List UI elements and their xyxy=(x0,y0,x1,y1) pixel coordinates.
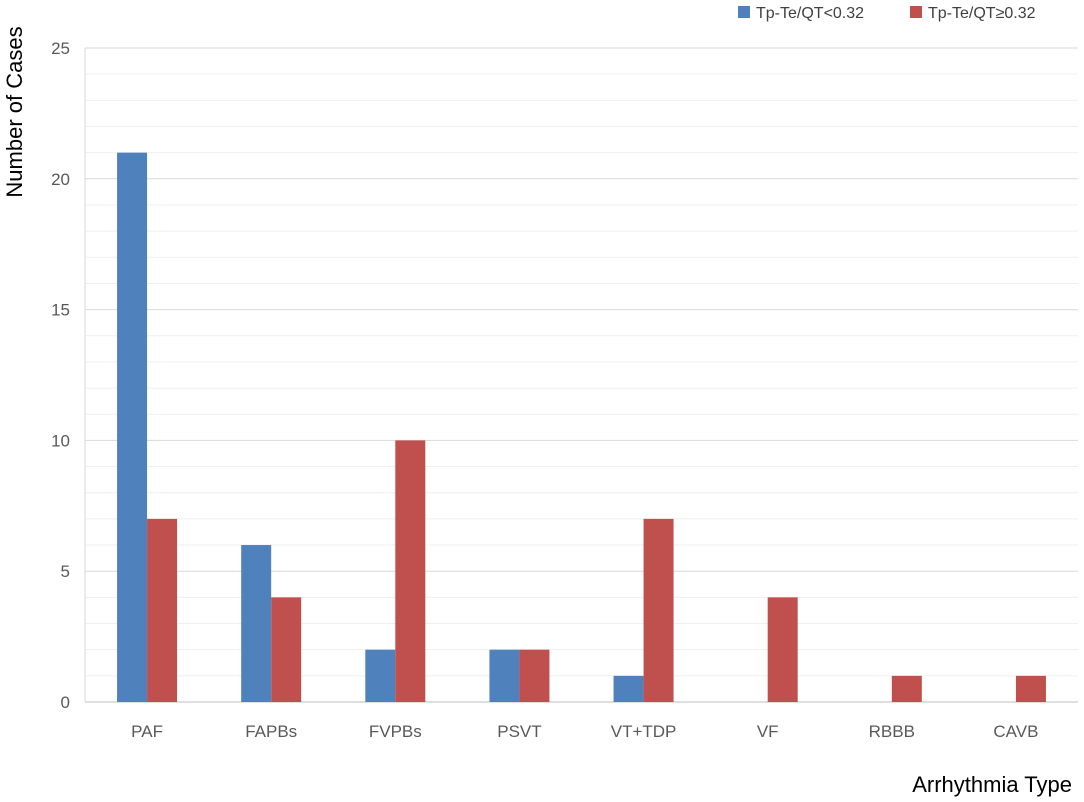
bar-psvt-series-2 xyxy=(519,649,550,702)
y-tick-label: 10 xyxy=(51,431,70,450)
y-tick-label: 20 xyxy=(51,170,70,189)
y-axis-title: Number of Cases xyxy=(2,26,27,197)
y-tick-label: 25 xyxy=(51,39,70,58)
y-tick-label: 5 xyxy=(61,562,70,581)
x-tick-labels: PAF FAPBs FVPBs PSVT VT+TDP VF RBBB CAVB xyxy=(131,722,1038,741)
bar-cavb-series-2 xyxy=(1015,675,1046,702)
y-tick-label: 0 xyxy=(61,693,70,712)
x-axis-title: Arrhythmia Type xyxy=(912,772,1072,797)
x-tick-label: PAF xyxy=(131,722,163,741)
x-tick-label: FVPBs xyxy=(369,722,422,741)
x-tick-label: RBBB xyxy=(869,722,915,741)
bar-psvt-series-1 xyxy=(489,649,520,702)
bar-paf-series-2 xyxy=(147,518,178,702)
bars xyxy=(117,152,1046,702)
bar-fapbs-series-1 xyxy=(241,545,272,702)
legend-label-series-1: Tp-Te/QT<0.32 xyxy=(756,5,864,22)
bar-rbbb-series-2 xyxy=(891,675,922,702)
bar-vt-tdp-series-1 xyxy=(613,675,644,702)
x-tick-label: FAPBs xyxy=(245,722,297,741)
bar-fvpbs-series-1 xyxy=(365,649,396,702)
y-tick-label: 15 xyxy=(51,301,70,320)
bar-vf-series-2 xyxy=(767,597,798,702)
x-tick-label: PSVT xyxy=(497,722,541,741)
gridlines xyxy=(84,47,1078,703)
bar-paf-series-1 xyxy=(117,152,148,702)
x-tick-label: VT+TDP xyxy=(611,722,677,741)
bar-fvpbs-series-2 xyxy=(395,440,426,702)
x-tick-label: VF xyxy=(757,722,779,741)
legend-label-series-2: Tp-Te/QT≥0.32 xyxy=(928,5,1036,22)
legend: Tp-Te/QT<0.32 Tp-Te/QT≥0.32 xyxy=(738,5,1036,22)
bar-vt-tdp-series-2 xyxy=(643,518,674,702)
bar-fapbs-series-2 xyxy=(271,597,302,702)
legend-swatch-series-1 xyxy=(738,6,750,18)
y-tick-labels: 0 5 10 15 20 25 xyxy=(51,39,70,712)
legend-swatch-series-2 xyxy=(910,6,922,18)
x-tick-label: CAVB xyxy=(993,722,1038,741)
